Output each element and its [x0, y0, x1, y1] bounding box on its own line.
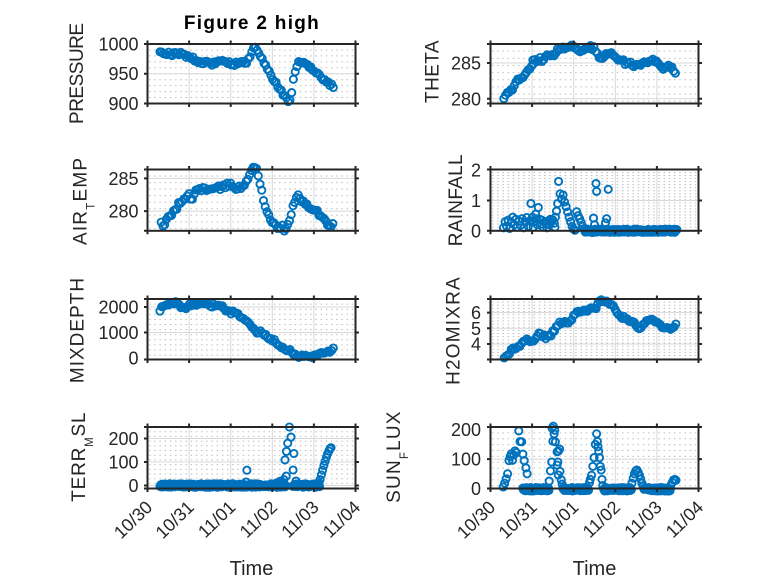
svg-text:H2OMIXRA: H2OMIXRA — [444, 276, 465, 385]
svg-text:Figure 2 high: Figure 2 high — [184, 13, 320, 34]
svg-text:THETA: THETA — [423, 40, 444, 103]
svg-text:6: 6 — [471, 303, 481, 323]
svg-text:MIXDEPTH: MIXDEPTH — [68, 277, 89, 383]
svg-text:1: 1 — [471, 191, 481, 211]
svg-text:280: 280 — [108, 202, 138, 222]
svg-text:100: 100 — [451, 450, 481, 470]
svg-text:200: 200 — [108, 429, 138, 449]
svg-text:285: 285 — [451, 54, 481, 74]
svg-text:2: 2 — [471, 161, 481, 181]
svg-text:Time: Time — [230, 558, 274, 580]
svg-text:280: 280 — [451, 89, 481, 109]
svg-text:RAINFALL: RAINFALL — [446, 154, 467, 246]
svg-text:1000: 1000 — [98, 35, 138, 55]
svg-text:PRESSURE: PRESSURE — [67, 23, 88, 124]
svg-text:0: 0 — [128, 349, 138, 369]
svg-text:2000: 2000 — [98, 298, 138, 318]
svg-text:0: 0 — [471, 479, 481, 499]
svg-text:0: 0 — [471, 221, 481, 241]
svg-text:1000: 1000 — [98, 323, 138, 343]
svg-text:950: 950 — [108, 64, 138, 84]
svg-text:5: 5 — [471, 319, 481, 339]
svg-text:0: 0 — [128, 476, 138, 496]
svg-text:900: 900 — [108, 94, 138, 114]
svg-text:4: 4 — [471, 335, 481, 355]
svg-text:Time: Time — [573, 558, 617, 580]
svg-text:100: 100 — [108, 453, 138, 473]
svg-text:200: 200 — [451, 420, 481, 440]
svg-text:285: 285 — [108, 169, 138, 189]
